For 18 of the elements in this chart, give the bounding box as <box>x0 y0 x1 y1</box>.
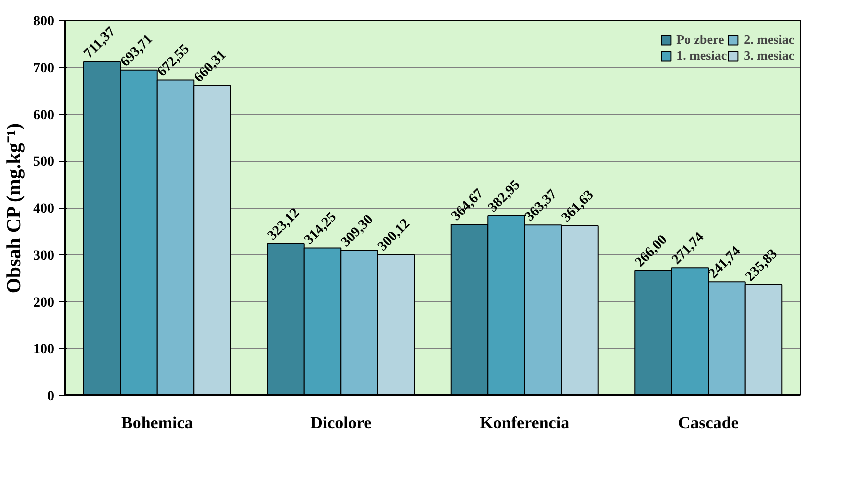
y-tick-label: 400 <box>34 202 54 217</box>
y-axis-title: Obsah CP (mg.kg⁻¹) <box>4 123 26 294</box>
y-tick-label: 800 <box>34 14 54 30</box>
y-tick-label: 100 <box>34 342 54 358</box>
x-tick-label: Bohemica <box>121 414 194 432</box>
x-tick-label: Konferencia <box>480 414 570 432</box>
legend-label: 2. mesiac <box>744 32 795 48</box>
y-tick-label: 600 <box>34 108 54 124</box>
legend-label: 3. mesiac <box>744 48 795 64</box>
x-tick-label: Dicolore <box>310 414 372 432</box>
y-tick-label: 500 <box>34 155 54 170</box>
legend-label: 1. mesiac <box>676 48 728 64</box>
y-tick-label: 700 <box>34 61 54 76</box>
y-tick-label: 0 <box>48 390 54 404</box>
y-tick-label: 300 <box>34 248 54 264</box>
y-tick-label: 200 <box>34 296 54 311</box>
legend-label: Po zbere <box>676 32 724 48</box>
x-tick-label: Cascade <box>678 414 740 432</box>
